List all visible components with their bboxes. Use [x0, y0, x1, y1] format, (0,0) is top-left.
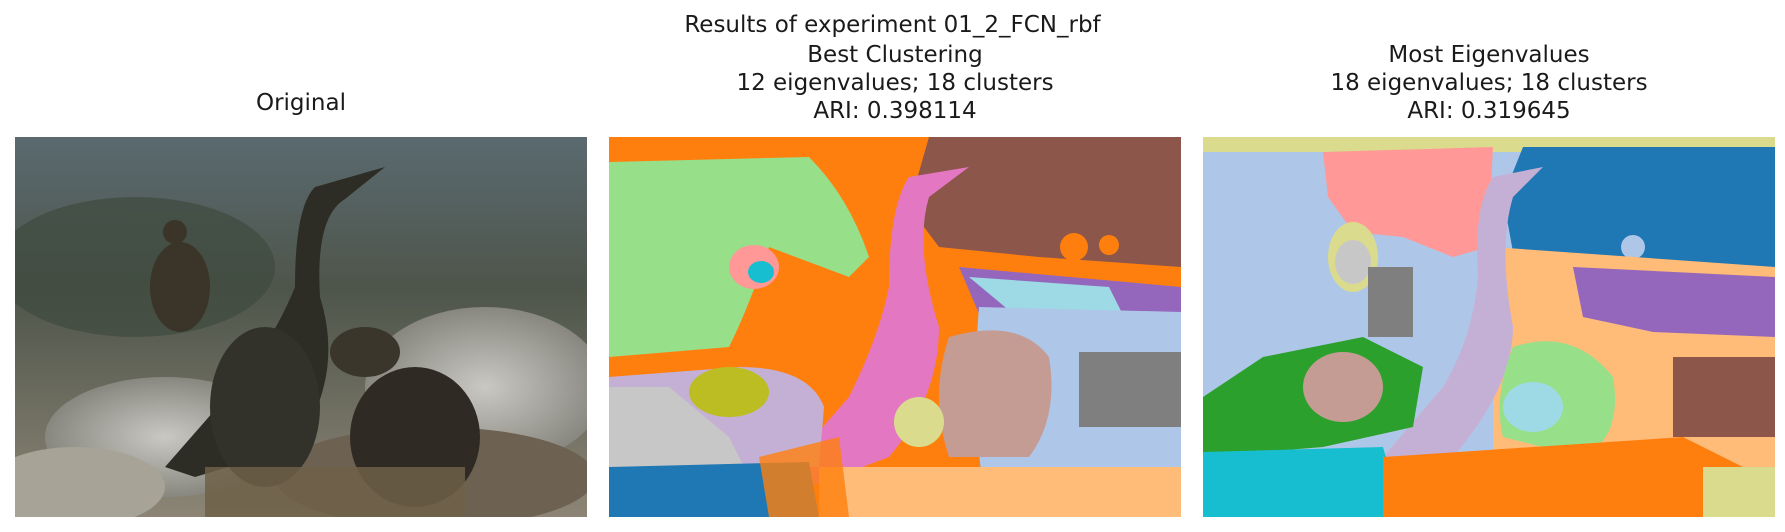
title-line: Best Clustering [807, 42, 983, 68]
most-eigenvalues-segmentation [1203, 137, 1775, 517]
title-line: 12 eigenvalues; 18 clusters [736, 70, 1054, 96]
title-line: 18 eigenvalues; 18 clusters [1330, 70, 1648, 96]
panel-title-most-eigenvalues: Most Eigenvalues 18 eigenvalues; 18 clus… [1203, 41, 1775, 125]
original-photo [15, 137, 587, 517]
title-line: ARI: 0.319645 [1407, 98, 1571, 124]
panel-title-best-clustering: Best Clustering 12 eigenvalues; 18 clust… [609, 41, 1181, 125]
segmentation-map [609, 137, 1181, 517]
title-line: ARI: 0.398114 [813, 98, 977, 124]
original-image [15, 137, 587, 517]
segmentation-map [1203, 137, 1775, 517]
figure-title: Results of experiment 01_2_FCN_rbf [684, 12, 1101, 38]
title-line: Most Eigenvalues [1388, 42, 1590, 68]
best-clustering-segmentation [609, 137, 1181, 517]
panel-title-original: Original [255, 90, 346, 116]
